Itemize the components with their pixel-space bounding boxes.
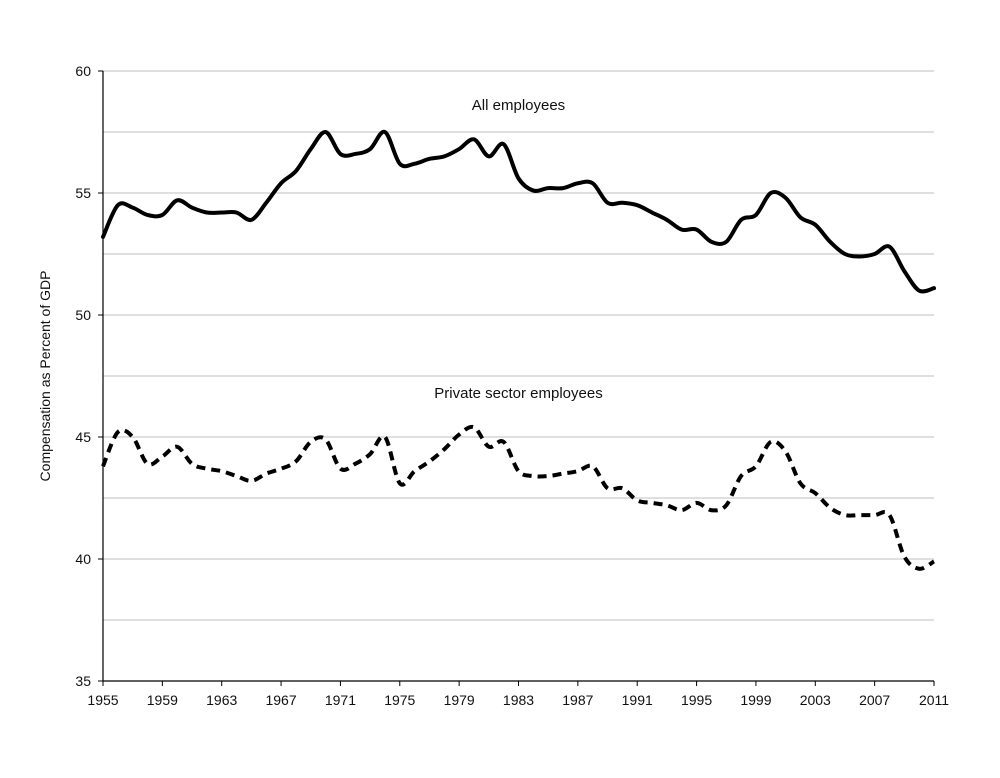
y-tick-label: 45 xyxy=(75,429,91,445)
x-tick-label: 1971 xyxy=(325,692,356,708)
x-tick-labels: 1955 1959 1963 1967 1971 1975 1979 1983 1987 1991… xyxy=(87,692,949,708)
x-tick-label: 2011 xyxy=(919,692,949,708)
y-axis-title: Compensation as Percent of GDP xyxy=(37,271,53,482)
x-tick-label: 1999 xyxy=(740,692,771,708)
x-tick-label: 2007 xyxy=(859,692,890,708)
y-tick-label: 40 xyxy=(75,551,91,567)
private-sector-employees-label: Private sector employees xyxy=(434,385,602,402)
y-tick-labels: 35 40 45 50 55 60 xyxy=(75,63,91,689)
x-tick-label: 2003 xyxy=(800,692,831,708)
y-tick-label: 55 xyxy=(75,185,91,201)
x-tick-label: 1967 xyxy=(265,692,296,708)
x-tick-label: 1959 xyxy=(147,692,178,708)
series-line-private-sector-employees xyxy=(101,424,936,571)
series-line-all-employees xyxy=(101,129,936,294)
x-tick-label: 1995 xyxy=(681,692,712,708)
all-employees-label: All employees xyxy=(472,97,565,114)
x-tick-label: 1979 xyxy=(444,692,475,708)
series-annotations: All employees Private sector employees xyxy=(434,97,602,402)
x-tick-label: 1991 xyxy=(622,692,653,708)
x-tick-label: 1963 xyxy=(206,692,237,708)
x-tick-label: 1955 xyxy=(87,692,118,708)
x-tick-label: 1987 xyxy=(562,692,593,708)
y-tick-label: 50 xyxy=(75,307,91,323)
series-lines xyxy=(101,129,936,571)
gridlines xyxy=(103,70,934,621)
y-tick-label: 60 xyxy=(75,63,91,79)
axes xyxy=(98,70,935,686)
y-tick-label: 35 xyxy=(75,673,91,689)
x-tick-label: 1975 xyxy=(384,692,415,708)
x-tick-label: 1983 xyxy=(503,692,534,708)
